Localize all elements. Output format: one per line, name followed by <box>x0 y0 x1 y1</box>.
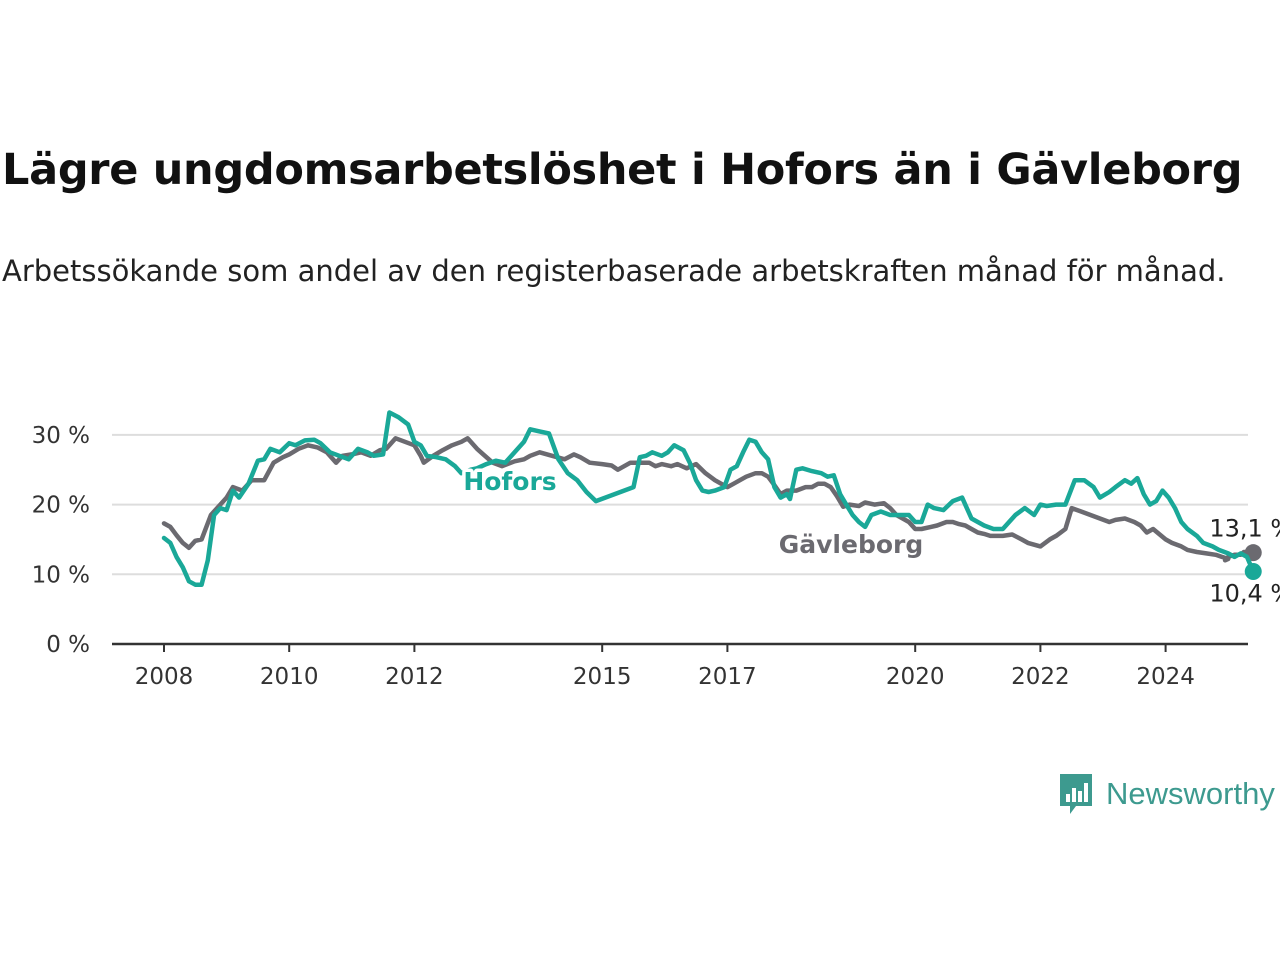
x-tick-label: 2017 <box>698 664 757 690</box>
series-layer <box>161 410 1262 587</box>
series-end-point-hofors <box>1244 562 1262 580</box>
series-label-gavleborg: Gävleborg <box>779 530 924 559</box>
axis-layer: 0 % 10 % 20 % 30 % 2008 2010 2012 2015 2017 2020 2… <box>32 423 1248 690</box>
y-tick-label: 30 % <box>32 423 90 449</box>
chart-title: Lägre ungdomsarbetslöshet i Hofors än i … <box>2 145 1243 195</box>
series-line-gvleborg <box>161 436 1256 563</box>
x-tick-label: 2022 <box>1011 664 1070 690</box>
x-tick-label: 2008 <box>135 664 194 690</box>
label-layer: Hofors Gävleborg 13,1 % 10,4 % <box>460 464 1280 611</box>
end-value-label-gavleborg: 13,1 % <box>1209 515 1280 543</box>
end-value-label-hofors: 10,4 % <box>1209 579 1280 607</box>
x-tick-label: 2010 <box>260 664 319 690</box>
brand-name: Newsworthy <box>1106 776 1275 811</box>
newsworthy-logo-icon <box>1060 774 1092 814</box>
x-tick-label: 2012 <box>385 664 444 690</box>
series-label-hofors: Hofors <box>463 467 556 496</box>
series-line-hofors <box>161 410 1256 587</box>
y-tick-label: 20 % <box>32 493 90 519</box>
y-tick-label: 10 % <box>32 562 90 588</box>
chart-subtitle: Arbetssökande som andel av den registerb… <box>2 254 1226 288</box>
x-tick-label: 2020 <box>886 664 945 690</box>
x-tick-label: 2024 <box>1136 664 1195 690</box>
y-tick-label: 0 % <box>46 632 90 658</box>
x-tick-label: 2015 <box>573 664 632 690</box>
newsworthy-brand[interactable]: Newsworthy <box>1058 772 1275 816</box>
